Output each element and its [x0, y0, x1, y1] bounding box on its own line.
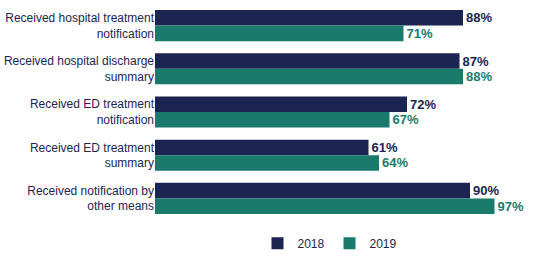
- svg-text:87%: 87%: [463, 54, 489, 69]
- svg-text:71%: 71%: [407, 26, 433, 41]
- svg-text:97%: 97%: [498, 199, 524, 214]
- svg-text:Received hospital dischargesum: Received hospital dischargesummary: [4, 54, 154, 84]
- svg-text:2018: 2018: [298, 237, 325, 251]
- svg-text:88%: 88%: [466, 10, 492, 25]
- svg-text:Received hospital treatmentnot: Received hospital treatmentnotification: [5, 11, 154, 41]
- svg-text:88%: 88%: [466, 69, 492, 84]
- svg-text:Received ED treatmentsummary: Received ED treatmentsummary: [30, 141, 155, 171]
- svg-text:72%: 72%: [410, 97, 436, 112]
- svg-text:Received ED treatmentnotificat: Received ED treatmentnotification: [30, 97, 155, 127]
- svg-text:67%: 67%: [393, 112, 419, 127]
- svg-text:61%: 61%: [372, 140, 398, 155]
- svg-text:2019: 2019: [370, 237, 397, 251]
- svg-text:Received notification byother: Received notification byother means: [27, 184, 154, 214]
- svg-text:90%: 90%: [473, 183, 499, 198]
- svg-text:64%: 64%: [382, 155, 408, 170]
